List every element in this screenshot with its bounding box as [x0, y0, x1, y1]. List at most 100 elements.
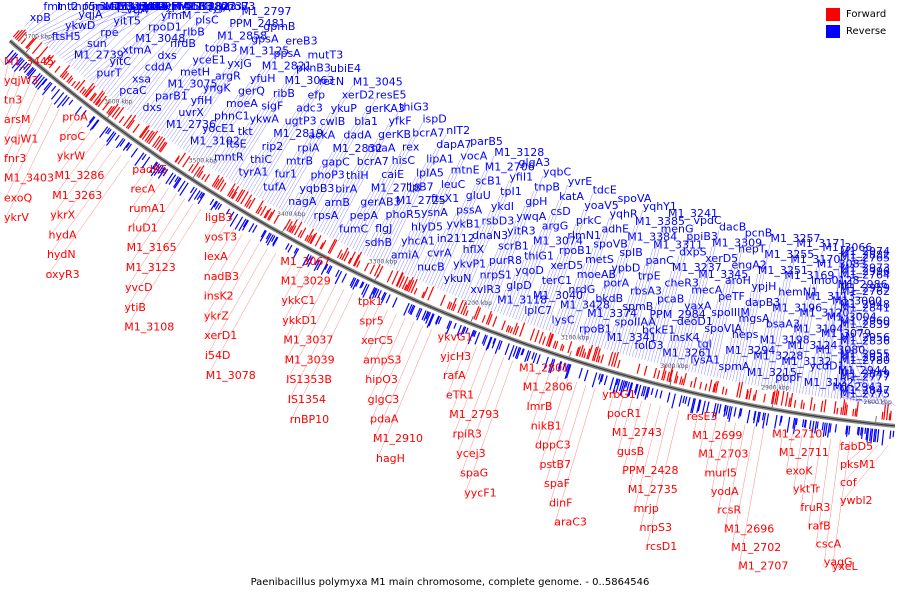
forward-gene-mark — [228, 188, 235, 198]
reverse-gene-label: ftsH5 — [52, 30, 81, 43]
label-leader — [209, 160, 215, 168]
forward-gene-label: gusB — [617, 445, 644, 458]
reverse-gene-label: argG — [542, 220, 569, 233]
reverse-gene-mark — [421, 310, 427, 321]
forward-gene-label: M1_2793 — [449, 408, 499, 421]
label-leader — [688, 363, 691, 372]
reverse-gene-mark — [701, 400, 706, 415]
reverse-gene-mark — [119, 138, 126, 147]
reverse-gene-mark — [549, 359, 556, 374]
reverse-gene-mark — [23, 63, 30, 71]
reverse-gene-label: M1_2974 — [840, 245, 890, 258]
label-leader — [459, 357, 504, 477]
forward-gene-mark — [213, 178, 220, 188]
reverse-gene-mark — [416, 308, 423, 321]
label-leader — [24, 20, 30, 27]
forward-gene-mark — [661, 365, 667, 381]
forward-gene-mark — [704, 383, 708, 391]
reverse-gene-label: bcrA7 — [357, 155, 389, 168]
label-leader — [839, 341, 842, 400]
reverse-gene-label: M1_2948 — [840, 298, 890, 311]
reverse-gene-label: M1_3132 — [781, 355, 831, 368]
label-leader — [815, 320, 827, 396]
label-leader — [280, 262, 293, 285]
label-leader — [91, 76, 97, 83]
label-leader — [509, 229, 542, 317]
reverse-gene-label: resE5 — [376, 88, 407, 101]
forward-gene-label: padR5 — [132, 163, 167, 176]
reverse-gene-mark — [654, 389, 659, 398]
reverse-gene-label: M1_3341 — [607, 331, 657, 344]
label-leader — [660, 356, 663, 365]
reverse-gene-mark — [755, 411, 760, 427]
reverse-gene-label: heps — [732, 328, 759, 341]
label-leader — [187, 131, 203, 153]
label-leader — [205, 253, 276, 380]
reverse-gene-label: M1_3125 — [239, 45, 289, 58]
reverse-gene-label: ppiB3 — [686, 230, 718, 243]
label-leader — [125, 193, 177, 272]
forward-gene-mark — [111, 106, 121, 118]
reverse-gene-label: sdhB — [365, 236, 392, 249]
reverse-gene-label: ykuN — [444, 272, 472, 285]
reverse-gene-label: cvrA — [427, 246, 452, 259]
label-leader — [597, 225, 636, 347]
label-leader — [3, 90, 38, 163]
reverse-gene-label: peTF — [718, 290, 745, 303]
reverse-gene-mark — [471, 330, 476, 337]
forward-gene-mark — [299, 227, 307, 239]
reverse-gene-mark — [355, 279, 360, 287]
forward-gene-label: lexA — [204, 250, 228, 263]
reverse-gene-mark — [687, 397, 691, 407]
reverse-strand-track — [5, 49, 895, 446]
label-leader — [284, 280, 328, 364]
label-leader — [539, 379, 568, 468]
forward-gene-label: spr5 — [359, 314, 383, 327]
label-leader — [449, 347, 477, 419]
reverse-gene-mark — [371, 288, 378, 299]
forward-gene-label: M1_3067 — [280, 255, 330, 268]
reverse-gene-label: panC — [645, 254, 674, 267]
label-leader — [503, 259, 525, 315]
label-leader — [46, 39, 52, 47]
reverse-gene-label: M1_3237 — [672, 261, 722, 274]
label-leader — [446, 253, 463, 293]
label-leader — [281, 85, 353, 211]
reverse-gene-label: M1_3074 — [533, 235, 583, 248]
label-leader — [3, 65, 8, 85]
forward-gene-label: M1_3123 — [126, 261, 176, 274]
label-leader — [206, 44, 286, 166]
label-leader — [567, 232, 602, 338]
reverse-gene-label: csD — [550, 205, 570, 218]
forward-gene-mark — [148, 130, 159, 145]
label-leader — [461, 180, 510, 299]
reverse-gene-label: M1_2943 — [832, 380, 882, 393]
forward-gene-mark — [376, 265, 384, 278]
label-leader — [413, 270, 418, 278]
label-leader — [36, 9, 98, 38]
reverse-gene-mark — [733, 407, 737, 417]
reverse-gene-mark — [423, 311, 429, 322]
reverse-gene-mark — [409, 304, 415, 315]
label-leader — [663, 340, 670, 366]
reverse-gene-mark — [564, 363, 571, 380]
reverse-gene-label: yvrE — [568, 175, 593, 188]
reverse-gene-mark — [91, 119, 100, 130]
label-leader — [171, 79, 216, 143]
label-leader — [534, 376, 559, 449]
reverse-gene-label: M1_2836 — [840, 335, 890, 348]
label-leader — [335, 232, 340, 240]
forward-gene-mark — [519, 322, 526, 337]
label-leader — [494, 303, 498, 312]
label-leader — [203, 224, 226, 261]
reverse-gene-mark — [26, 66, 34, 76]
forward-gene-mark — [196, 165, 205, 177]
forward-gene-label: yqjW1 — [4, 132, 38, 145]
forward-gene-mark — [85, 85, 96, 98]
reverse-gene-label: dfrA — [145, 0, 168, 13]
label-leader — [96, 53, 123, 87]
label-leader — [521, 313, 525, 322]
reverse-gene-mark — [114, 134, 120, 141]
reverse-gene-mark — [845, 425, 848, 435]
reverse-gene-mark — [826, 423, 831, 438]
